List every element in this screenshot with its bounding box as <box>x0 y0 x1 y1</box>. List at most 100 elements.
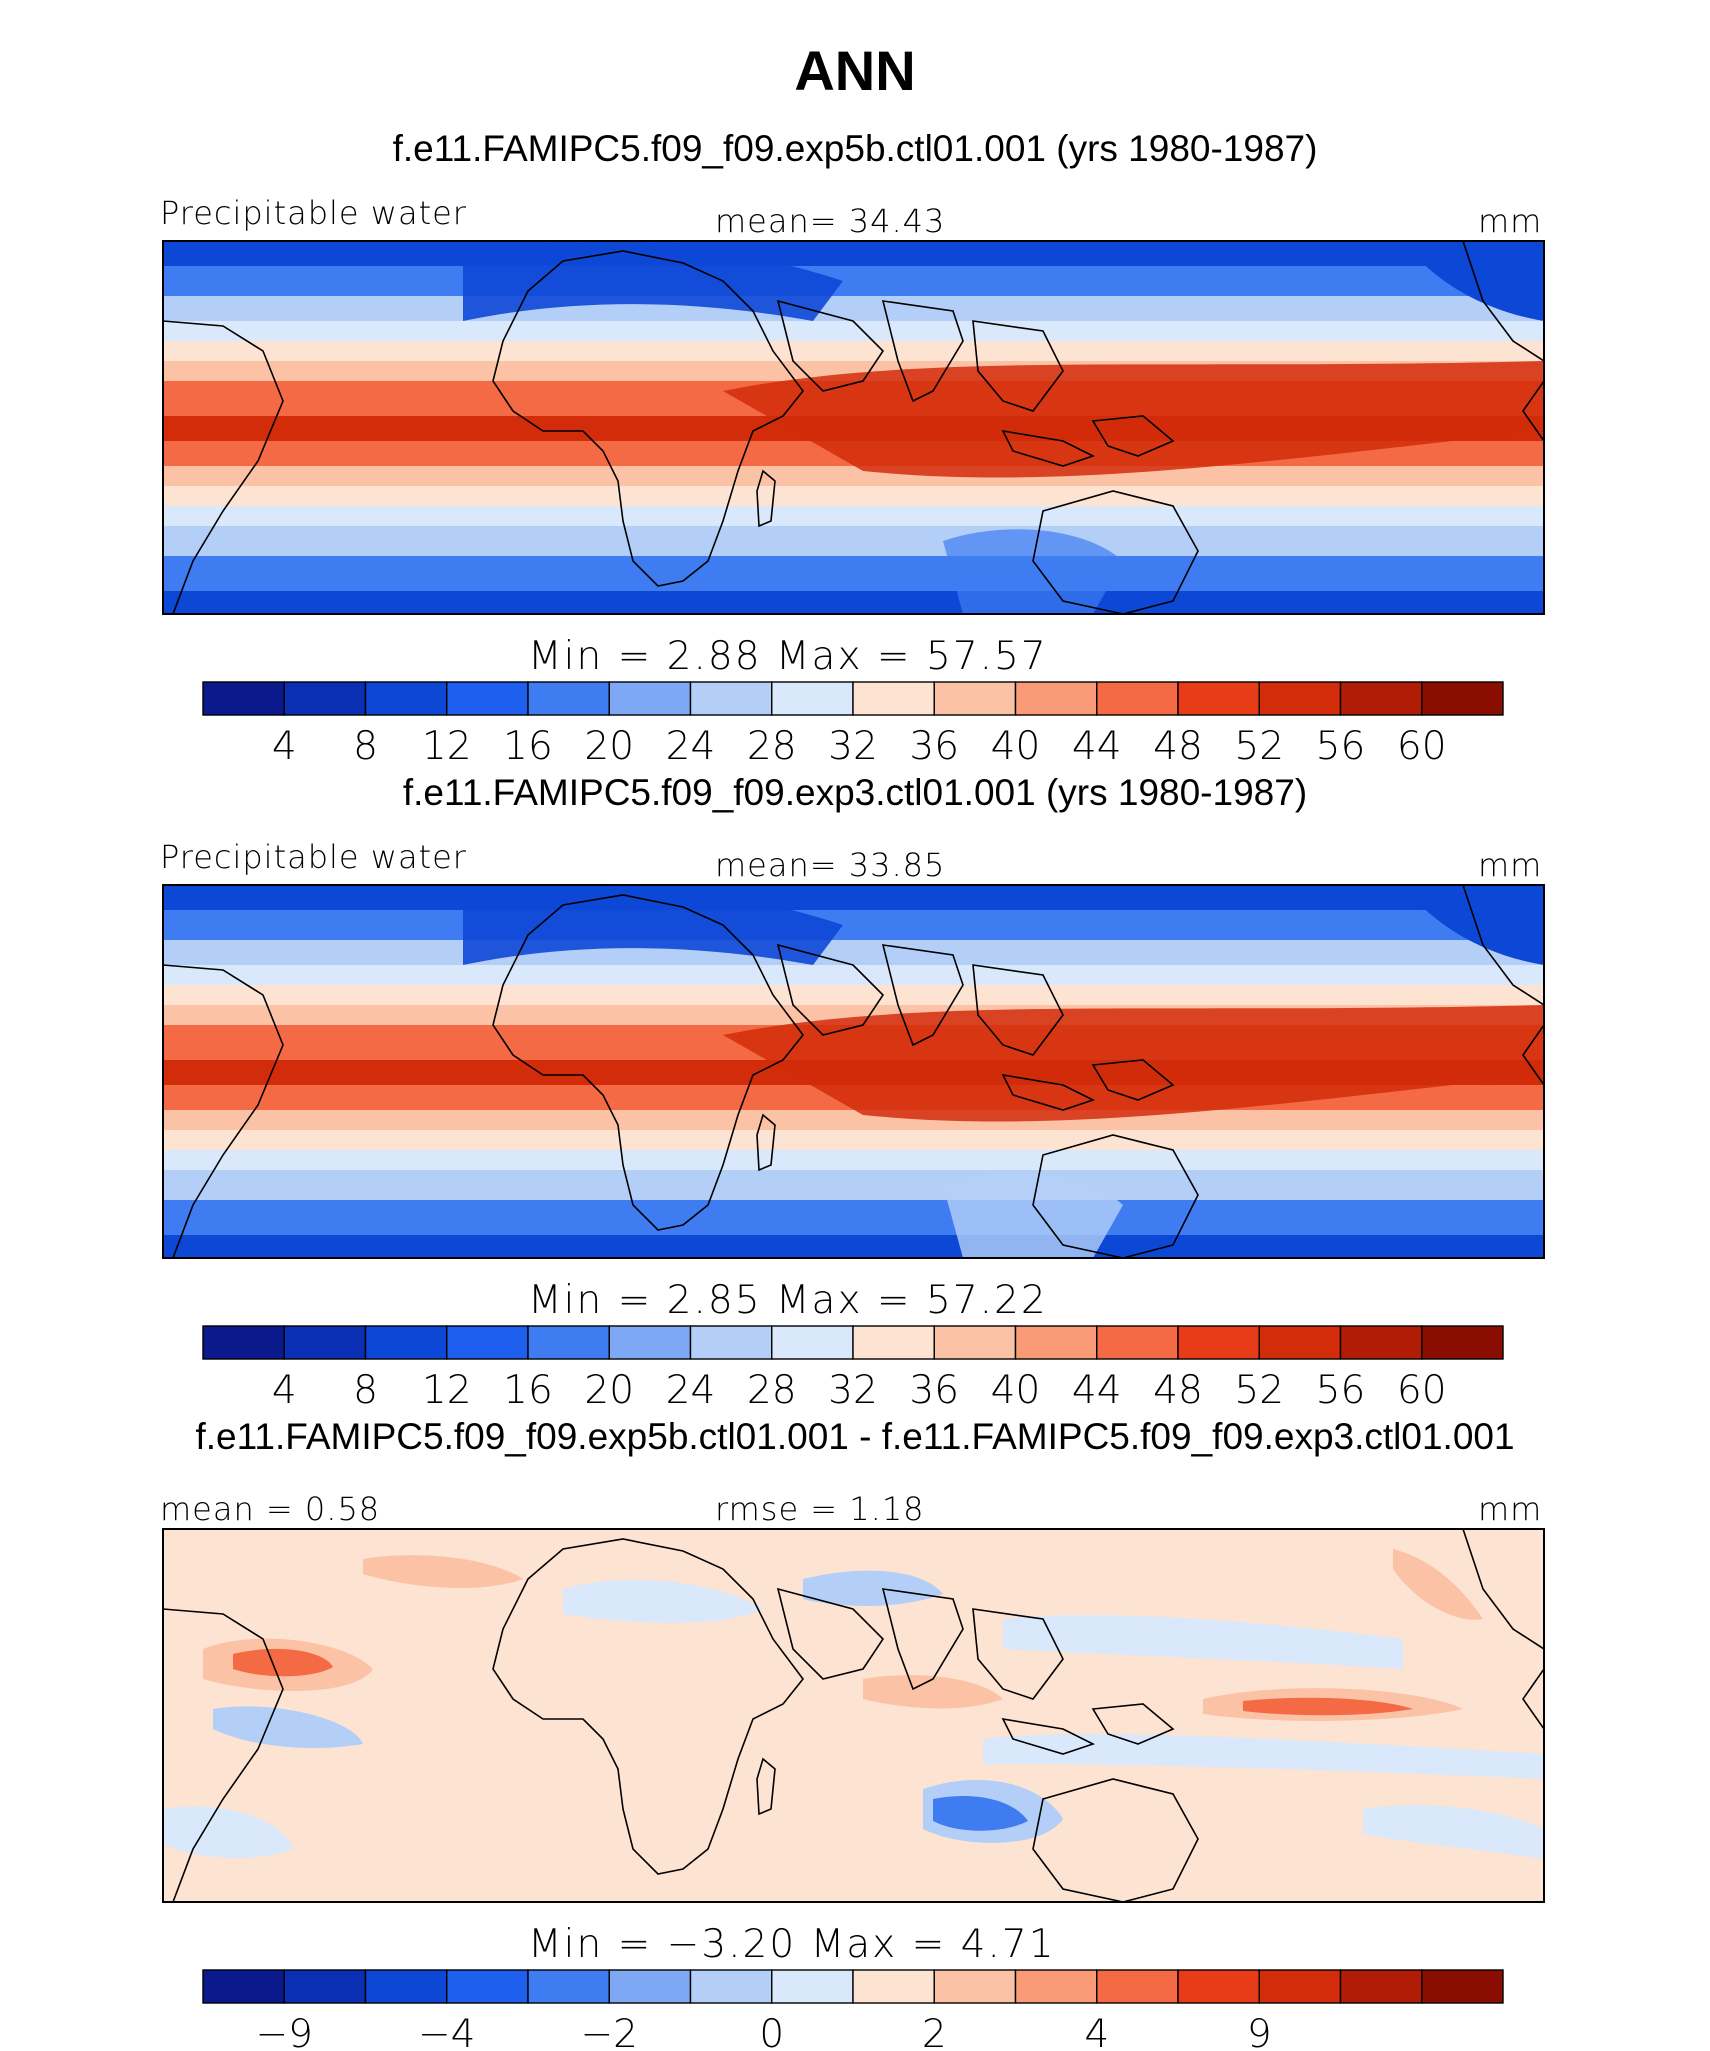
coastline <box>756 1757 776 1816</box>
colorbar-box <box>608 1969 692 2004</box>
colorbar-box <box>689 1969 773 2004</box>
field-band <box>163 506 1544 526</box>
warm-pool <box>723 1005 1544 1122</box>
coastline <box>1001 1717 1096 1755</box>
map-field <box>163 885 1544 1258</box>
colorbar-tick-label: 60 <box>1397 1368 1447 1413</box>
colorbar-tick-label: 0 <box>759 2012 784 2051</box>
colorbar-box <box>527 1969 610 2004</box>
field-band <box>163 526 1544 556</box>
colorbar-tick-label: 56 <box>1316 724 1366 769</box>
colorbar-box <box>1014 1969 1098 2004</box>
colorbar-box <box>1014 1325 1098 1360</box>
colorbar-tick-label: 52 <box>1234 724 1284 769</box>
colorbar-tick-label: 2 <box>922 2012 947 2051</box>
coastline <box>972 1608 1064 1700</box>
diff-anomaly <box>1003 1615 1403 1669</box>
coastline <box>881 300 964 403</box>
colorbar-box <box>852 681 935 716</box>
coastline <box>972 964 1064 1056</box>
map-panel-1 <box>162 240 1545 615</box>
map-frame <box>162 884 1545 1259</box>
field-band <box>163 965 1544 985</box>
colorbar-tick-label: 48 <box>1153 1368 1203 1413</box>
case-title-3: f.e11.FAMIPC5.f09_f09.exp5b.ctl01.001 - … <box>195 1416 1515 1457</box>
colorbar-box <box>852 1969 935 2004</box>
colorbar-box <box>1258 681 1342 716</box>
colorbar-box <box>1177 681 1260 716</box>
colorbar-tick-label: 44 <box>1072 1368 1122 1413</box>
field-band <box>163 296 1544 321</box>
diff-anomaly <box>1243 1697 1413 1716</box>
field-band <box>163 1200 1544 1235</box>
colorbar-box <box>283 681 367 716</box>
coastline <box>1091 415 1175 457</box>
colorbar-box <box>202 1325 285 1360</box>
colorbar-box <box>446 1325 529 1360</box>
colorbar-box <box>1177 1969 1260 2004</box>
left-label-1: Precipitable water <box>160 194 467 232</box>
diff-anomaly <box>563 1579 763 1623</box>
colorbar-box <box>771 1325 854 1360</box>
diff-anomaly <box>213 1706 363 1749</box>
colorbar-tick-label: 36 <box>909 1368 959 1413</box>
field-band <box>163 321 1544 341</box>
dry-region-northeast <box>1403 885 1544 965</box>
colorbar-box <box>933 1325 1017 1360</box>
colorbar-tick-label: 4 <box>272 1368 297 1413</box>
colorbar-tick-label: 16 <box>503 1368 553 1413</box>
coastline <box>1462 1529 1544 1650</box>
minmax-3: Min = −3.20 Max = 4.71 <box>528 1922 1056 1967</box>
coastline <box>1522 379 1544 443</box>
coastline <box>776 943 885 1036</box>
field-band <box>163 1110 1544 1130</box>
center-label-1: mean= 34.43 <box>715 202 946 240</box>
figure-title: ANN <box>794 39 916 102</box>
field-band <box>163 241 1544 266</box>
colorbar-tick-label: 36 <box>909 724 959 769</box>
field-band <box>163 1130 1544 1150</box>
diff-anomaly <box>233 1648 333 1677</box>
colorbar-tick-label: 56 <box>1316 1368 1366 1413</box>
colorbar-tick-label: 60 <box>1397 724 1447 769</box>
field-band <box>163 341 1544 361</box>
colorbar-3: −9 −4 −2 0 2 4 9 <box>202 1969 1504 2051</box>
coastline <box>492 894 805 1231</box>
colorbar-box <box>689 1325 773 1360</box>
colorbar-box <box>608 681 692 716</box>
colorbar-box <box>1258 1969 1342 2004</box>
colorbar-tick-label: 44 <box>1072 724 1122 769</box>
colorbar-box <box>283 1325 367 1360</box>
colorbar-tick-label: 8 <box>353 724 378 769</box>
field-band <box>163 556 1544 591</box>
field-band <box>163 885 1544 910</box>
left-label-3: mean = 0.58 <box>160 1490 381 1528</box>
colorbar-tick-label: 9 <box>1247 2012 1272 2051</box>
colorbar-tick-label: 12 <box>422 1368 472 1413</box>
map-panel-2 <box>162 884 1545 1259</box>
coastline <box>756 1113 776 1172</box>
colorbar-box <box>283 1969 367 2004</box>
colorbar-tick-label: 16 <box>503 724 553 769</box>
diff-anomaly <box>803 1570 943 1606</box>
field-band <box>163 985 1544 1005</box>
colorbar-tick-label: 4 <box>1084 2012 1109 2051</box>
field-band <box>163 486 1544 506</box>
colorbar-tick-label: 20 <box>584 1368 634 1413</box>
dry-region-north <box>463 887 843 965</box>
field-band <box>163 591 1544 614</box>
colorbar-box <box>1421 681 1504 716</box>
colorbar-box <box>1258 1325 1342 1360</box>
map-frame <box>162 1528 1545 1903</box>
coastline <box>756 469 776 528</box>
field-band <box>163 940 1544 965</box>
units-1: mm <box>1478 202 1543 240</box>
coastline <box>1462 241 1544 362</box>
colorbar-box <box>771 681 854 716</box>
colorbar-tick-label: 28 <box>747 1368 797 1413</box>
colorbar-box <box>608 1325 692 1360</box>
colorbar-tick-label: 8 <box>353 1368 378 1413</box>
colorbar-tick-label: −2 <box>581 2012 639 2051</box>
left-label-2: Precipitable water <box>160 838 467 876</box>
coastline <box>492 1538 805 1875</box>
